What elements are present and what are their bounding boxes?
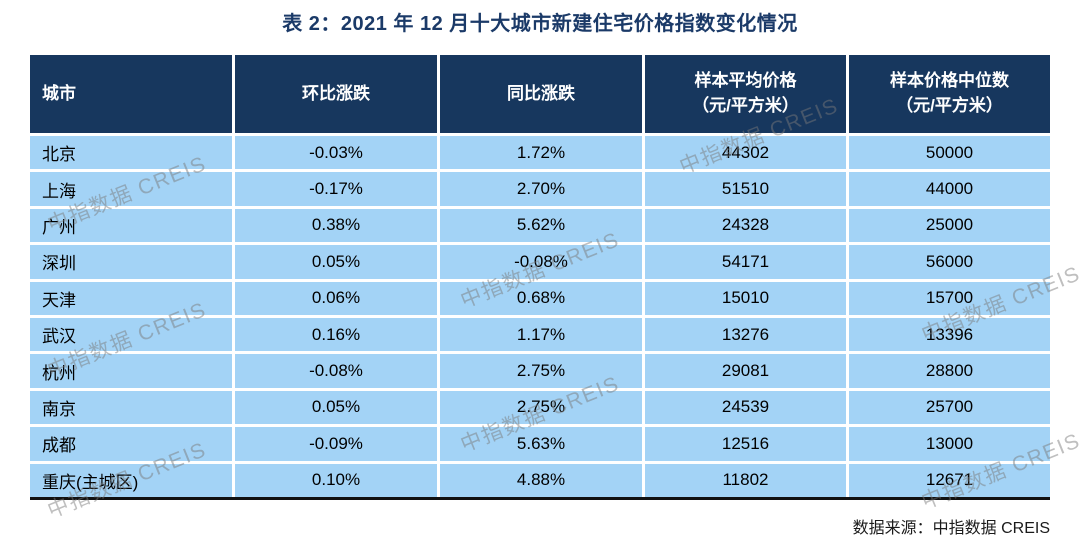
cell-median-price: 28800 xyxy=(849,354,1050,388)
cell-median-price: 25700 xyxy=(849,390,1050,425)
cell-yoy-change: -0.08% xyxy=(440,245,642,279)
cell-median-price: 44000 xyxy=(849,172,1050,206)
cell-mom-change: -0.08% xyxy=(235,354,437,388)
cell-city: 南京 xyxy=(30,390,232,425)
header-cell-mom-change: 环比涨跌 xyxy=(235,55,437,133)
cell-median-price: 15700 xyxy=(849,281,1050,315)
header-cell-median-price: 样本价格中位数 （元/平方米） xyxy=(849,55,1050,133)
cell-yoy-change: 2.75% xyxy=(440,354,642,388)
cell-yoy-change: 1.17% xyxy=(440,317,642,352)
table-bottom-border xyxy=(30,497,1050,500)
header-cell-yoy-change: 同比涨跌 xyxy=(440,55,642,133)
page-title: 表 2：2021 年 12 月十大城市新建住宅价格指数变化情况 xyxy=(282,13,798,35)
cell-city: 广州 xyxy=(30,208,232,243)
cell-avg-price: 29081 xyxy=(645,354,846,388)
cell-avg-price: 11802 xyxy=(645,463,846,497)
cell-avg-price: 44302 xyxy=(645,136,846,170)
cell-mom-change: 0.10% xyxy=(235,463,437,497)
cell-yoy-change: 2.75% xyxy=(440,390,642,425)
cell-mom-change: 0.05% xyxy=(235,245,437,279)
cell-yoy-change: 5.62% xyxy=(440,208,642,243)
cell-yoy-change: 4.88% xyxy=(440,463,642,497)
cell-median-price: 13396 xyxy=(849,317,1050,352)
cell-avg-price: 13276 xyxy=(645,317,846,352)
cell-mom-change: 0.16% xyxy=(235,317,437,352)
cell-city: 天津 xyxy=(30,281,232,315)
cell-mom-change: -0.09% xyxy=(235,427,437,461)
data-table: 城市 环比涨跌 同比涨跌 样本平均价格 （元/平方米） 样本价格中位数 （元/平… xyxy=(30,55,1050,497)
cell-city: 北京 xyxy=(30,136,232,170)
cell-avg-price: 51510 xyxy=(645,172,846,206)
cell-city: 上海 xyxy=(30,172,232,206)
cell-avg-price: 54171 xyxy=(645,245,846,279)
cell-yoy-change: 0.68% xyxy=(440,281,642,315)
cell-city: 成都 xyxy=(30,427,232,461)
cell-avg-price: 15010 xyxy=(645,281,846,315)
cell-city: 重庆(主城区) xyxy=(30,463,232,497)
source-note: 数据来源：中指数据 CREIS xyxy=(852,520,1050,537)
cell-avg-price: 24539 xyxy=(645,390,846,425)
cell-mom-change: 0.06% xyxy=(235,281,437,315)
cell-yoy-change: 5.63% xyxy=(440,427,642,461)
cell-yoy-change: 1.72% xyxy=(440,136,642,170)
header-cell-city: 城市 xyxy=(30,55,232,133)
cell-mom-change: -0.17% xyxy=(235,172,437,206)
cell-median-price: 12671 xyxy=(849,463,1050,497)
cell-city: 杭州 xyxy=(30,354,232,388)
cell-median-price: 56000 xyxy=(849,245,1050,279)
cell-mom-change: -0.03% xyxy=(235,136,437,170)
cell-median-price: 13000 xyxy=(849,427,1050,461)
cell-city: 深圳 xyxy=(30,245,232,279)
cell-mom-change: 0.05% xyxy=(235,390,437,425)
cell-city: 武汉 xyxy=(30,317,232,352)
cell-median-price: 25000 xyxy=(849,208,1050,243)
cell-avg-price: 12516 xyxy=(645,427,846,461)
cell-avg-price: 24328 xyxy=(645,208,846,243)
cell-median-price: 50000 xyxy=(849,136,1050,170)
cell-mom-change: 0.38% xyxy=(235,208,437,243)
cell-yoy-change: 2.70% xyxy=(440,172,642,206)
header-cell-avg-price: 样本平均价格 （元/平方米） xyxy=(645,55,846,133)
